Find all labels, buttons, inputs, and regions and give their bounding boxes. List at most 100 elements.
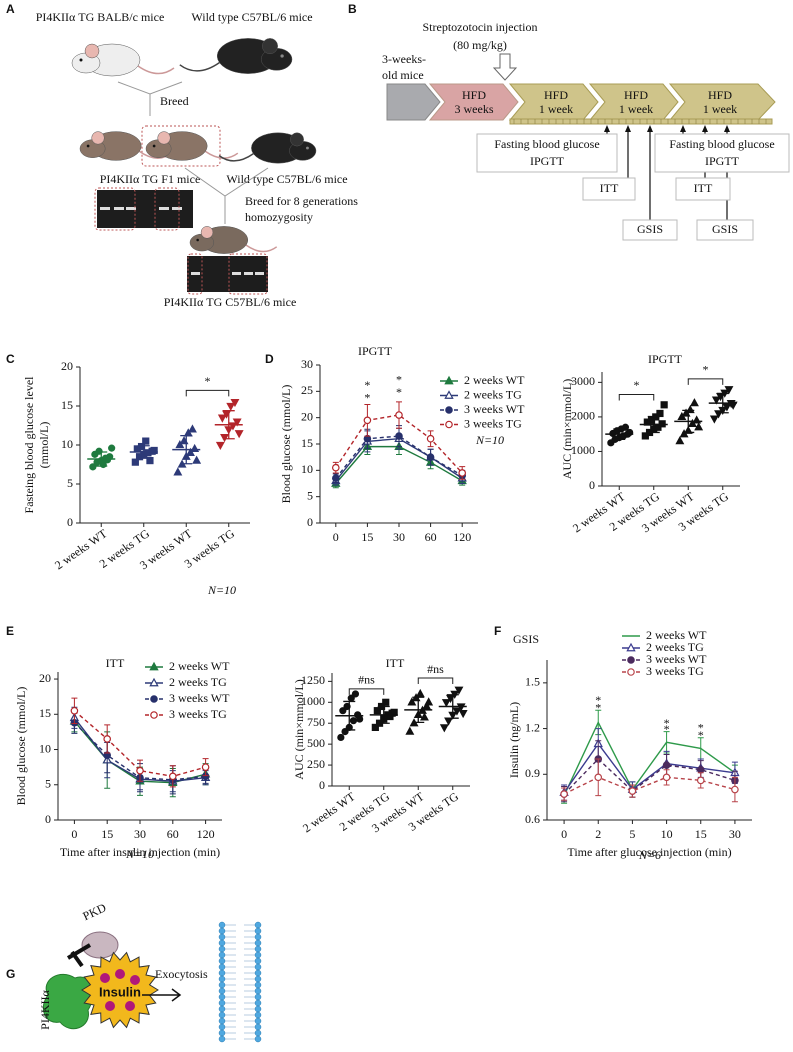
legend-label: 2 weeks TG: [169, 675, 227, 689]
label: 1 week: [703, 102, 737, 116]
data-point: [187, 424, 197, 433]
panel-g: PKD PI4KIIα Insulin Exocytosis: [38, 900, 262, 1043]
mouse-eye: [280, 54, 284, 58]
legend-marker: [150, 695, 158, 703]
panel-letter: C: [6, 352, 15, 366]
data-point: [108, 444, 116, 452]
label: old mice: [382, 68, 424, 82]
lipid-head: [254, 981, 262, 989]
x-axis-label: Time after insulin injection (min): [60, 845, 220, 859]
lipid-head: [218, 927, 226, 935]
data-point: [146, 457, 154, 465]
lipid-head: [218, 1029, 226, 1037]
x-tick-label: 60: [167, 827, 179, 841]
data-point: [337, 733, 345, 742]
lipid-head: [218, 939, 226, 947]
legend-label: 2 weeks WT: [464, 373, 525, 387]
y-tick-label: 0: [67, 515, 73, 529]
sd-bar: [180, 434, 193, 465]
lipid-head: [254, 933, 262, 941]
arrow-head: [702, 125, 708, 132]
label: PI4KIIα TG C57BL/6 mice: [164, 295, 297, 309]
gel-band: [172, 207, 182, 210]
data-point: [405, 726, 415, 735]
y-axis-label: (mmol/L): [37, 422, 51, 469]
legend-marker: [627, 668, 635, 676]
label: Exocytosis: [155, 967, 208, 981]
label: homozygosity: [245, 210, 313, 224]
lipid-head: [218, 1005, 226, 1013]
sd-bar: [222, 410, 235, 440]
x-axis-label: Time after glucose injection (min): [567, 845, 731, 859]
test-box: [476, 133, 618, 173]
significance-label: #ns: [427, 662, 444, 676]
data-point: [426, 434, 435, 443]
data-point: [201, 763, 210, 771]
lipid-head: [218, 957, 226, 965]
data-point: [386, 712, 394, 721]
gel-band: [114, 207, 124, 210]
mouse-ear: [84, 43, 100, 59]
data-point: [173, 467, 183, 476]
significance-star: *: [396, 373, 402, 387]
legend-marker: [445, 420, 453, 429]
gel-band: [244, 272, 253, 275]
significance-star: *: [664, 722, 670, 736]
gel-band: [100, 207, 110, 210]
label: 1 week: [539, 102, 573, 116]
data-point: [371, 723, 379, 732]
label: GSIS: [712, 222, 738, 236]
y-tick-label: 25: [301, 383, 313, 397]
data-point: [452, 707, 462, 716]
stage-arrow: [386, 83, 441, 121]
x-tick-label: 2: [595, 827, 601, 841]
lipid-head: [218, 1017, 226, 1025]
y-axis-label: Blood glucose (mmol/L): [279, 385, 293, 504]
mouse-eye: [152, 144, 156, 148]
data-point: [226, 402, 236, 411]
lipid-head: [218, 1035, 226, 1043]
mouse-ear: [91, 131, 105, 145]
data-point: [458, 710, 468, 719]
legend-marker: [445, 406, 453, 414]
label: ITT: [600, 181, 619, 195]
significance-star: *: [664, 716, 670, 730]
lipid-head: [254, 1005, 262, 1013]
data-point: [656, 409, 664, 418]
lipid-head: [254, 939, 262, 947]
data-point: [95, 447, 103, 455]
sample-size: N=6: [638, 848, 661, 862]
series-line: [563, 742, 736, 793]
data-point: [89, 463, 97, 471]
lipid-head: [218, 975, 226, 983]
lipid-head: [218, 993, 226, 1001]
sd-bar: [716, 392, 729, 414]
arrow-head: [724, 125, 730, 132]
lipid-head: [254, 945, 262, 953]
data-point: [675, 436, 685, 445]
lipid-head: [254, 951, 262, 959]
gel-band: [232, 272, 241, 275]
y-tick-label: 20: [61, 359, 73, 373]
panel-letter: B: [348, 2, 357, 16]
data-point: [722, 403, 732, 412]
label: Breed for 8 generations: [245, 194, 358, 208]
chart-title: ITT: [106, 656, 125, 670]
data-point: [454, 686, 464, 695]
sd-bar: [412, 696, 425, 724]
significance-star: *: [364, 390, 370, 404]
x-tick-label: 5: [629, 827, 635, 841]
data-point: [426, 453, 435, 461]
membrane: [218, 921, 262, 1043]
x-tick-label: 120: [197, 827, 215, 841]
significance-star: *: [698, 728, 704, 742]
significance-star: *: [396, 385, 402, 399]
data-point: [696, 765, 705, 774]
granule: [81, 951, 159, 1029]
series-line: [335, 414, 463, 474]
data-point: [724, 386, 734, 395]
significance-star: *: [698, 720, 704, 734]
y-tick-label: 1250: [301, 673, 325, 687]
arrow-head: [680, 125, 686, 132]
significance-label: *: [205, 374, 211, 388]
